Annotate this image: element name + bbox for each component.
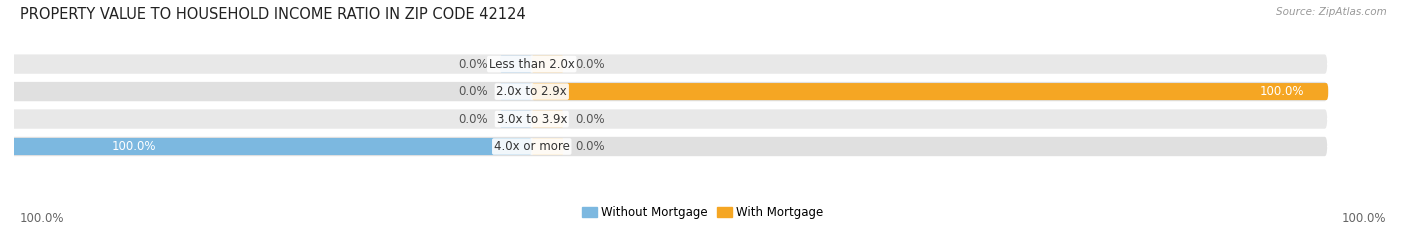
- Text: 0.0%: 0.0%: [575, 58, 605, 71]
- Text: PROPERTY VALUE TO HOUSEHOLD INCOME RATIO IN ZIP CODE 42124: PROPERTY VALUE TO HOUSEHOLD INCOME RATIO…: [20, 7, 526, 22]
- Text: 0.0%: 0.0%: [458, 58, 488, 71]
- FancyBboxPatch shape: [0, 53, 1329, 75]
- Text: 0.0%: 0.0%: [575, 113, 605, 125]
- FancyBboxPatch shape: [0, 136, 1329, 157]
- FancyBboxPatch shape: [501, 56, 531, 73]
- FancyBboxPatch shape: [531, 56, 564, 73]
- FancyBboxPatch shape: [0, 138, 531, 155]
- Text: 2.0x to 2.9x: 2.0x to 2.9x: [496, 85, 567, 98]
- Text: 100.0%: 100.0%: [1341, 212, 1386, 225]
- Text: 100.0%: 100.0%: [1260, 85, 1305, 98]
- Text: 0.0%: 0.0%: [458, 113, 488, 125]
- Text: 3.0x to 3.9x: 3.0x to 3.9x: [496, 113, 567, 125]
- Text: 0.0%: 0.0%: [575, 140, 605, 153]
- Legend: Without Mortgage, With Mortgage: Without Mortgage, With Mortgage: [578, 201, 828, 223]
- FancyBboxPatch shape: [501, 83, 531, 100]
- FancyBboxPatch shape: [501, 110, 531, 128]
- FancyBboxPatch shape: [0, 108, 1329, 130]
- FancyBboxPatch shape: [531, 83, 1329, 100]
- FancyBboxPatch shape: [531, 138, 564, 155]
- Text: 100.0%: 100.0%: [20, 212, 65, 225]
- FancyBboxPatch shape: [531, 110, 564, 128]
- Text: 0.0%: 0.0%: [458, 85, 488, 98]
- Text: Source: ZipAtlas.com: Source: ZipAtlas.com: [1275, 7, 1386, 17]
- Text: 4.0x or more: 4.0x or more: [494, 140, 569, 153]
- Text: Less than 2.0x: Less than 2.0x: [489, 58, 575, 71]
- Text: 100.0%: 100.0%: [111, 140, 156, 153]
- FancyBboxPatch shape: [0, 81, 1329, 102]
